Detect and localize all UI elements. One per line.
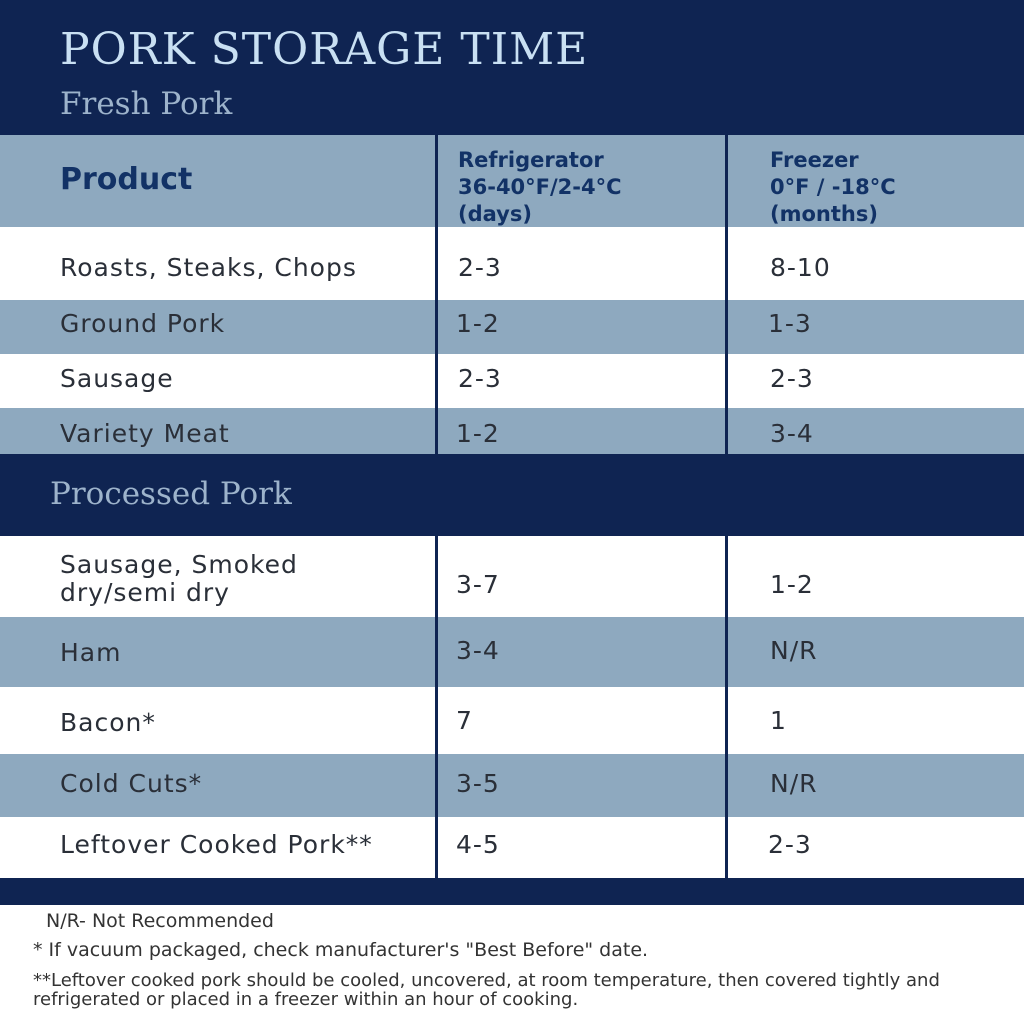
refrigerator-cell: 2-3	[458, 253, 502, 282]
footnote-vacuum: * If vacuum packaged, check manufacturer…	[33, 939, 649, 961]
table-row: Sausage, Smoked dry/semi dry 3-7 1-2	[0, 536, 1024, 617]
table-row: Roasts, Steaks, Chops 2-3 8-10	[0, 227, 1024, 300]
table-row: Cold Cuts* 3-5 N/R	[0, 754, 1024, 817]
freezer-cell: N/R	[770, 636, 818, 665]
product-cell: Sausage	[60, 364, 174, 393]
product-cell: Cold Cuts*	[60, 769, 203, 798]
refrigerator-cell: 3-5	[456, 769, 500, 798]
freezer-cell: 1-2	[770, 570, 814, 599]
product-cell: Ground Pork	[60, 309, 226, 338]
table-row: Variety Meat 1-2 3-4	[0, 408, 1024, 454]
column-divider	[725, 536, 728, 878]
footnote-leftover: **Leftover cooked pork should be cooled,…	[33, 970, 940, 1010]
product-cell: Sausage, Smoked dry/semi dry	[60, 550, 298, 607]
freezer-cell: 2-3	[768, 830, 812, 859]
col-header-product: Product	[60, 162, 193, 197]
product-cell: Roasts, Steaks, Chops	[60, 253, 357, 282]
product-cell: Leftover Cooked Pork**	[60, 830, 373, 859]
freezer-cell: 1-3	[768, 309, 812, 338]
freezer-cell: 3-4	[770, 419, 814, 448]
col-header-refrigerator: Refrigerator 36-40°F/2-4°C (days)	[458, 148, 622, 226]
column-divider	[725, 135, 728, 455]
section-banner: Processed Pork	[0, 454, 1024, 536]
table-row: Sausage 2-3 2-3	[0, 354, 1024, 408]
table-row: Leftover Cooked Pork** 4-5 2-3	[0, 817, 1024, 878]
page-title: PORK STORAGE TIME	[60, 24, 589, 75]
footer-band	[0, 878, 1024, 905]
col-header-freezer: Freezer 0°F / -18°C (months)	[770, 148, 896, 226]
freezer-cell: 1	[770, 706, 787, 735]
refrigerator-cell: 3-7	[456, 570, 500, 599]
table-row: Ground Pork 1-2 1-3	[0, 300, 1024, 354]
refrigerator-cell: 2-3	[458, 364, 502, 393]
section-fresh-pork: Fresh Pork	[60, 86, 233, 122]
header-banner: PORK STORAGE TIME Fresh Pork	[0, 0, 1024, 135]
table-header: Product Refrigerator 36-40°F/2-4°C (days…	[0, 135, 1024, 227]
refrigerator-cell: 1-2	[456, 309, 500, 338]
section-processed-pork: Processed Pork	[50, 476, 292, 512]
refrigerator-cell: 3-4	[456, 636, 500, 665]
freezer-cell: N/R	[770, 769, 818, 798]
table-row: Ham 3-4 N/R	[0, 617, 1024, 687]
refrigerator-cell: 4-5	[456, 830, 500, 859]
product-cell: Ham	[60, 638, 122, 667]
footnote-nr: N/R- Not Recommended	[46, 910, 274, 932]
product-cell: Variety Meat	[60, 419, 230, 448]
table-row: Bacon* 7 1	[0, 687, 1024, 754]
column-divider	[435, 135, 438, 455]
freezer-cell: 2-3	[770, 364, 814, 393]
refrigerator-cell: 7	[456, 706, 473, 735]
refrigerator-cell: 1-2	[456, 419, 500, 448]
column-divider	[435, 536, 438, 878]
freezer-cell: 8-10	[770, 253, 831, 282]
product-cell: Bacon*	[60, 708, 156, 737]
